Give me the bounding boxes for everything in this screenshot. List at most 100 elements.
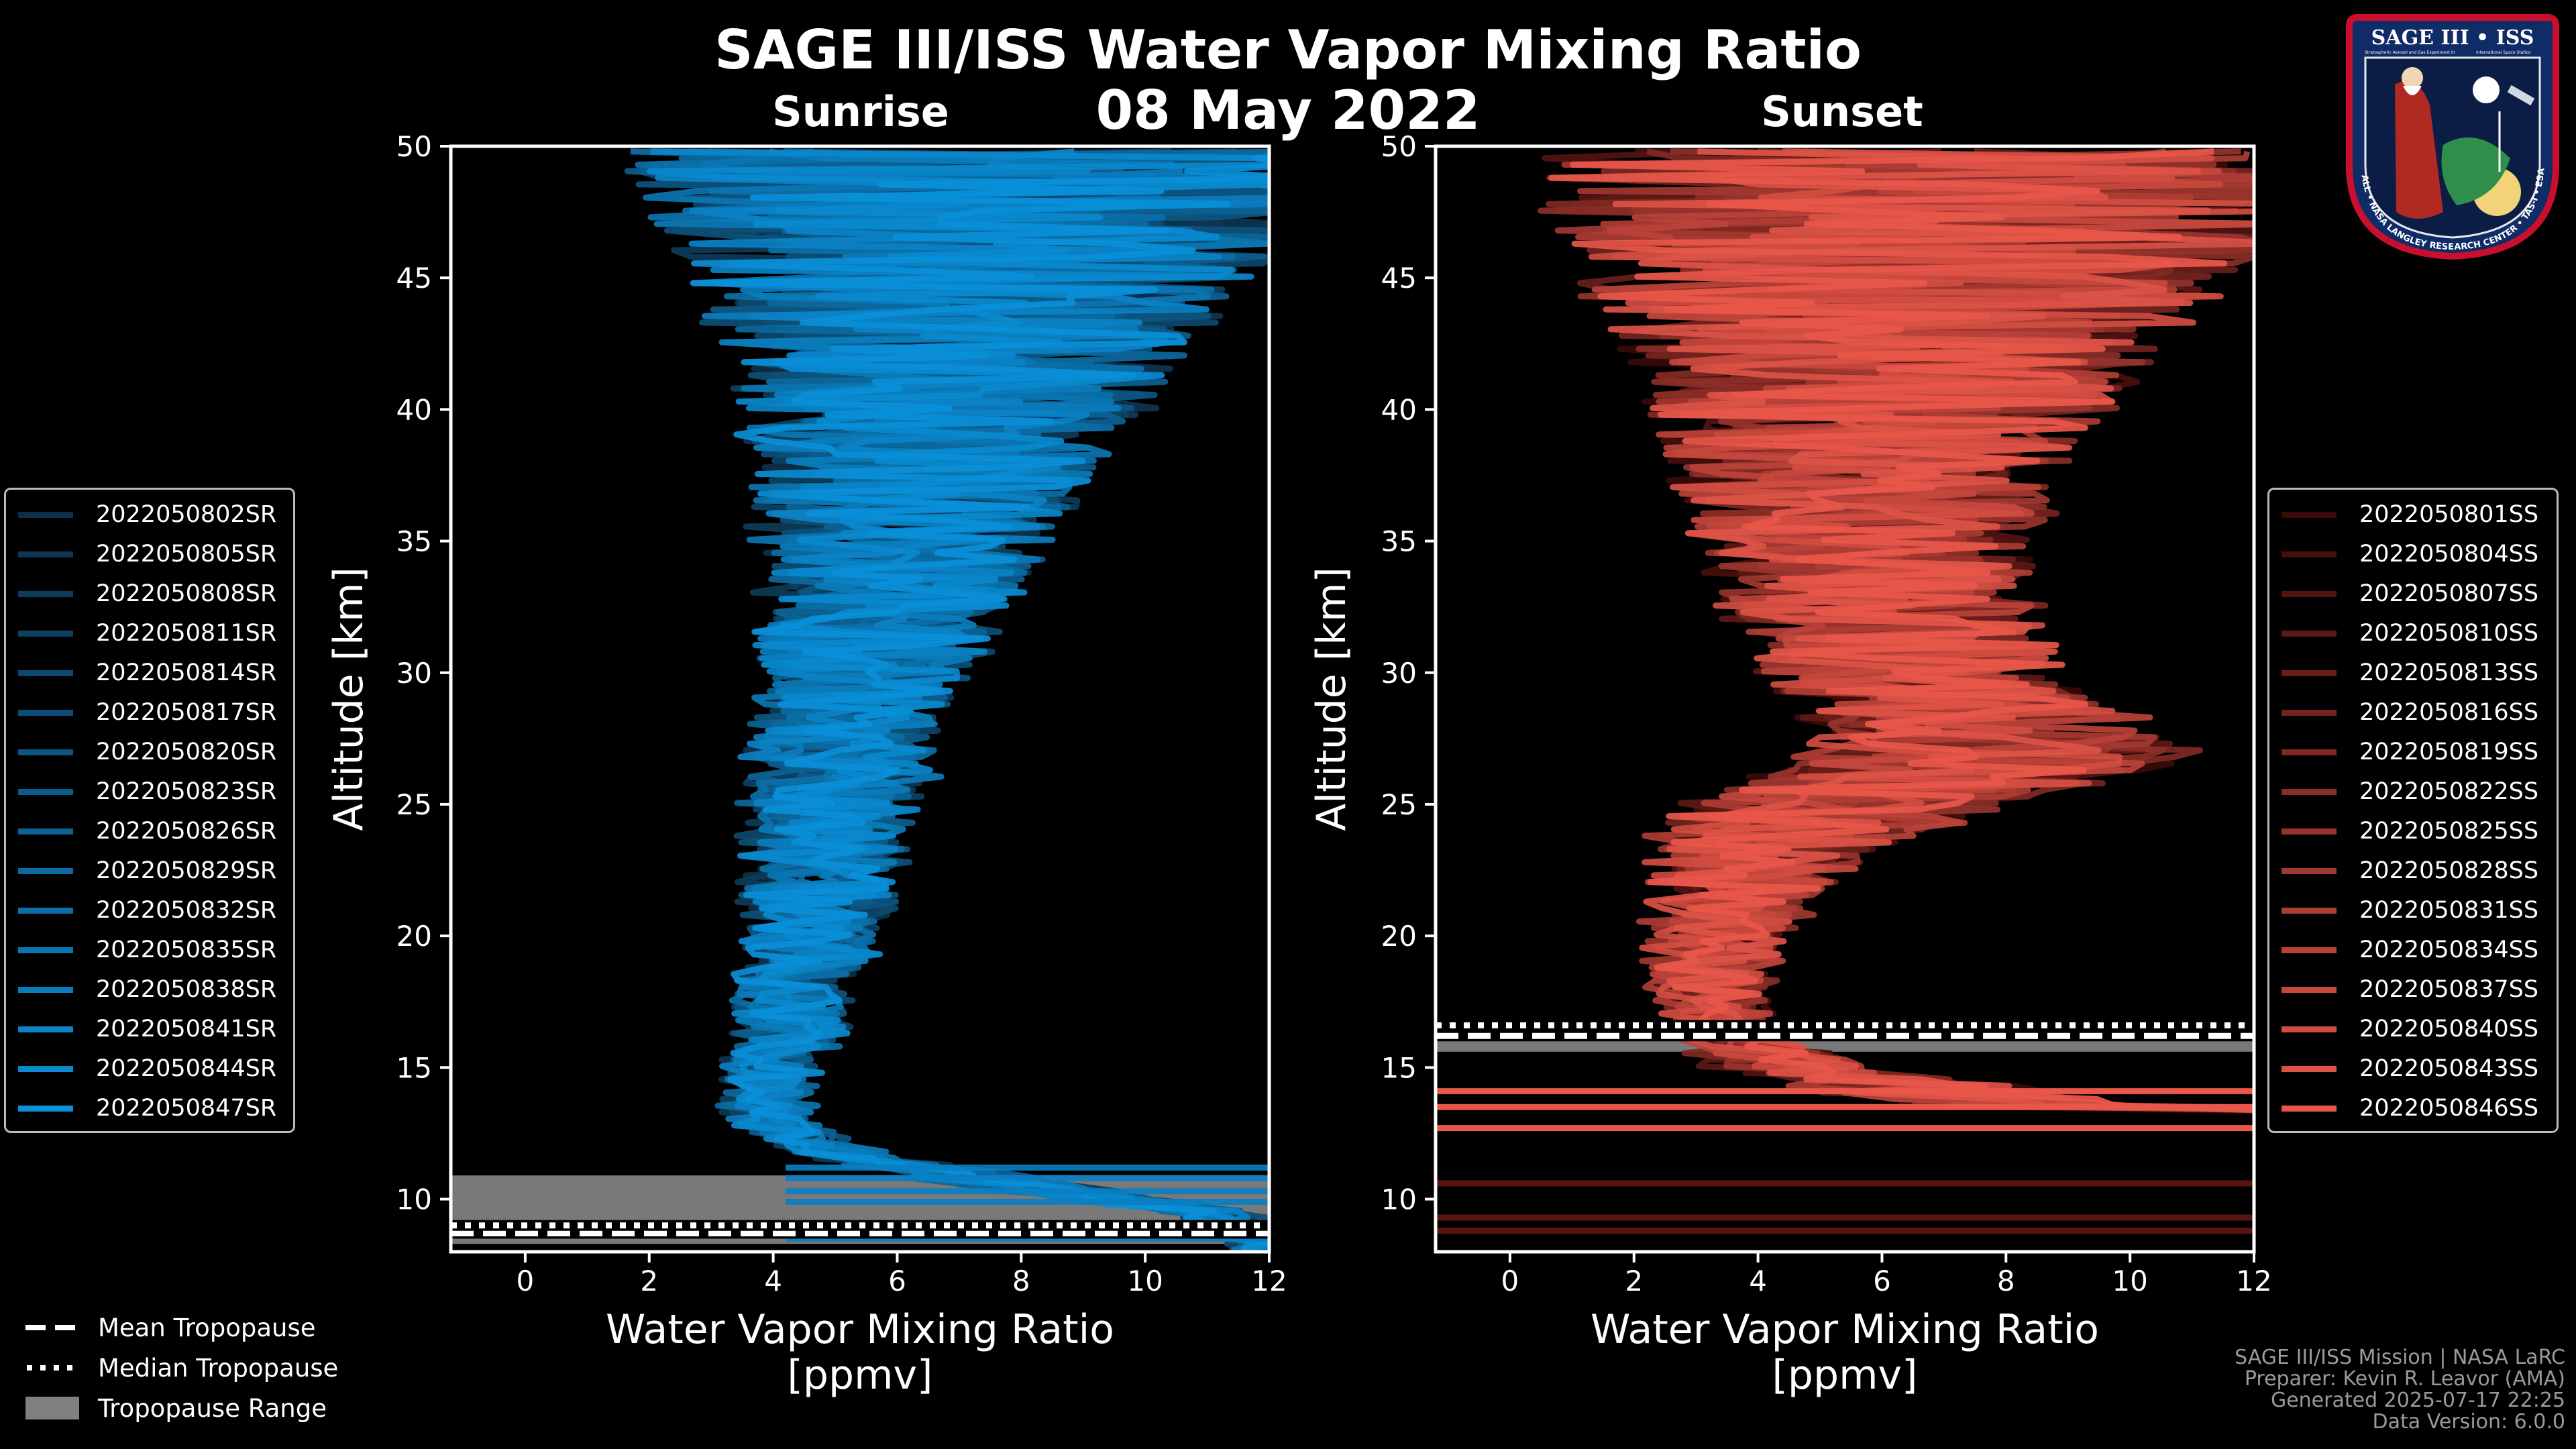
mean-tropopause-label: Mean Tropopause (98, 1313, 316, 1342)
sunrise-legend-label: 2022050841SR (96, 1016, 277, 1042)
sunrise-panel: Sunrise 0 2 4 6 8 10 12 10 15 20 25 30 35 40 45 50 Water … (325, 87, 1287, 1399)
sunset-y-tick-label: 30 (1381, 657, 1417, 690)
sunrise-legend-label: 2022050838SR (96, 976, 277, 1003)
sunrise-legend-swatch (18, 749, 73, 755)
sunrise-legend-item: 2022050820SR (18, 735, 276, 769)
sunrise-legend-swatch (18, 511, 73, 518)
figure-date: 08 May 2022 (1095, 79, 1481, 142)
sunrise-legend-label: 2022050847SR (96, 1095, 277, 1122)
sunset-x-tick-label: 10 (2112, 1265, 2147, 1297)
tropopause-range-label: Tropopause Range (98, 1393, 327, 1423)
sunrise-legend-item: 2022050829SR (18, 854, 276, 888)
logo-title-text: SAGE III • ISS (2371, 26, 2534, 50)
sunrise-legend-label: 2022050826SR (96, 818, 277, 845)
sunrise-legend-label: 2022050835SR (96, 936, 277, 963)
sunset-legend-swatch (2282, 788, 2337, 795)
sunrise-legend-label: 2022050805SR (96, 541, 277, 568)
sunrise-x-tick-label: 8 (1012, 1265, 1030, 1297)
sunrise-legend-label: 2022050802SR (96, 501, 277, 528)
sunset-panel: Sunset 0 2 4 6 8 10 12 10 15 20 25 30 35 40 45 50 Water V… (1308, 87, 2272, 1399)
sunrise-legend-swatch (18, 907, 73, 914)
sunset-legend-swatch (2282, 630, 2337, 637)
sunset-legend: 2022050801SS 2022050804SS 2022050807SS 2022… (2267, 488, 2559, 1133)
sunrise-legend-swatch (18, 551, 73, 557)
sunset-legend-label: 2022050813SS (2359, 659, 2539, 686)
sunset-x-axis-label: [ppmv] (1772, 1352, 1918, 1399)
sunrise-legend-label: 2022050817SR (96, 699, 277, 726)
sunset-legend-item: 2022050831SS (2282, 894, 2538, 927)
sunset-legend-label: 2022050843SS (2359, 1055, 2539, 1082)
sunset-y-tick-label: 50 (1381, 130, 1417, 163)
sunrise-legend-item: 2022050838SR (18, 973, 276, 1006)
sunset-legend-item: 2022050810SS (2282, 616, 2538, 650)
sunset-legend-item: 2022050846SS (2282, 1091, 2538, 1125)
sunrise-legend-item: 2022050847SR (18, 1091, 276, 1125)
sunset-legend-label: 2022050837SS (2359, 976, 2539, 1003)
sunrise-x-tick-label: 2 (640, 1265, 658, 1297)
sunset-y-tick-label: 35 (1381, 525, 1417, 558)
tropopause-range-legend-item: Tropopause Range (25, 1391, 327, 1425)
sunrise-legend-item: 2022050805SR (18, 537, 276, 571)
sunrise-legend-swatch (18, 828, 73, 835)
sunset-legend-item: 2022050840SS (2282, 1012, 2538, 1046)
sunset-legend-item: 2022050822SS (2282, 775, 2538, 808)
sunrise-y-tick-label: 45 (396, 262, 432, 294)
sunrise-legend-item: 2022050823SR (18, 775, 276, 808)
sunset-x-tick-label: 6 (1873, 1265, 1891, 1297)
sunset-legend-label: 2022050807SS (2359, 580, 2539, 607)
sunset-legend-swatch (2282, 511, 2337, 518)
sunrise-legend-swatch (18, 986, 73, 993)
sunrise-legend-swatch (18, 867, 73, 874)
sunset-panel-title: Sunset (1761, 87, 1923, 136)
sunset-legend-label: 2022050810SS (2359, 620, 2539, 647)
sunset-legend-swatch (2282, 828, 2337, 835)
sunset-y-tick-label: 10 (1381, 1183, 1417, 1216)
sunrise-legend-item: 2022050841SR (18, 1012, 276, 1046)
sunset-legend-swatch (2282, 709, 2337, 716)
sunset-plot-content (1436, 148, 2254, 1234)
sunrise-x-tick-label: 4 (764, 1265, 782, 1297)
sunset-x-tick-label: 12 (2236, 1265, 2271, 1297)
sunrise-legend-swatch (18, 1026, 73, 1032)
sunrise-legend-swatch (18, 669, 73, 676)
sunrise-legend-label: 2022050820SR (96, 739, 277, 765)
footer-generated: Generated 2025-07-17 22:25 (2270, 1389, 2565, 1412)
sunset-legend-swatch (2282, 1026, 2337, 1032)
sunset-x-tick-label: 0 (1501, 1265, 1519, 1297)
sunset-y-tick-label: 20 (1381, 920, 1417, 953)
sunset-legend-swatch (2282, 1105, 2337, 1112)
sunset-x-tick-label: 4 (1749, 1265, 1767, 1297)
sunset-series-2022050843SS (1603, 148, 2254, 1112)
sunrise-y-tick-label: 50 (396, 130, 432, 163)
sunrise-y-tick-label: 20 (396, 920, 432, 953)
mean-tropopause-legend-item: Mean Tropopause (25, 1311, 316, 1344)
footer-mission: SAGE III/ISS Mission | NASA LaRC (2235, 1346, 2565, 1369)
sunset-legend-swatch (2282, 749, 2337, 755)
sunset-x-axis-label: Water Vapor Mixing Ratio (1591, 1306, 2099, 1353)
sunset-legend-swatch (2282, 947, 2337, 953)
sunrise-legend-swatch (18, 709, 73, 716)
sunset-legend-label: 2022050801SS (2359, 501, 2539, 528)
sunset-legend-item: 2022050828SS (2282, 854, 2538, 888)
sunrise-x-axis-label: [ppmv] (788, 1352, 933, 1399)
logo-small-right-text: International Space Station (2476, 50, 2531, 55)
sunrise-legend-swatch (18, 788, 73, 795)
sunset-legend-item: 2022050825SS (2282, 814, 2538, 848)
sunset-y-tick-label: 15 (1381, 1051, 1417, 1084)
sunset-legend-item: 2022050843SS (2282, 1052, 2538, 1085)
sunset-legend-item: 2022050813SS (2282, 656, 2538, 690)
sunrise-y-tick-label: 10 (396, 1183, 432, 1216)
sunrise-panel-title: Sunrise (772, 87, 949, 136)
sunrise-legend-item: 2022050832SR (18, 894, 276, 927)
sunrise-y-tick-label: 40 (396, 393, 432, 426)
sunrise-legend-item: 2022050802SR (18, 498, 276, 531)
sunrise-plot-frame (449, 144, 1271, 1254)
sunrise-legend-label: 2022050829SR (96, 857, 277, 884)
sunrise-legend-label: 2022050808SR (96, 580, 277, 607)
sunset-legend-swatch (2282, 669, 2337, 676)
sunset-legend-label: 2022050828SS (2359, 857, 2539, 884)
sunset-legend-label: 2022050816SS (2359, 699, 2539, 726)
sunrise-legend-label: 2022050814SR (96, 659, 277, 686)
sunset-legend-label: 2022050819SS (2359, 739, 2539, 765)
sunrise-legend-swatch (18, 630, 73, 637)
